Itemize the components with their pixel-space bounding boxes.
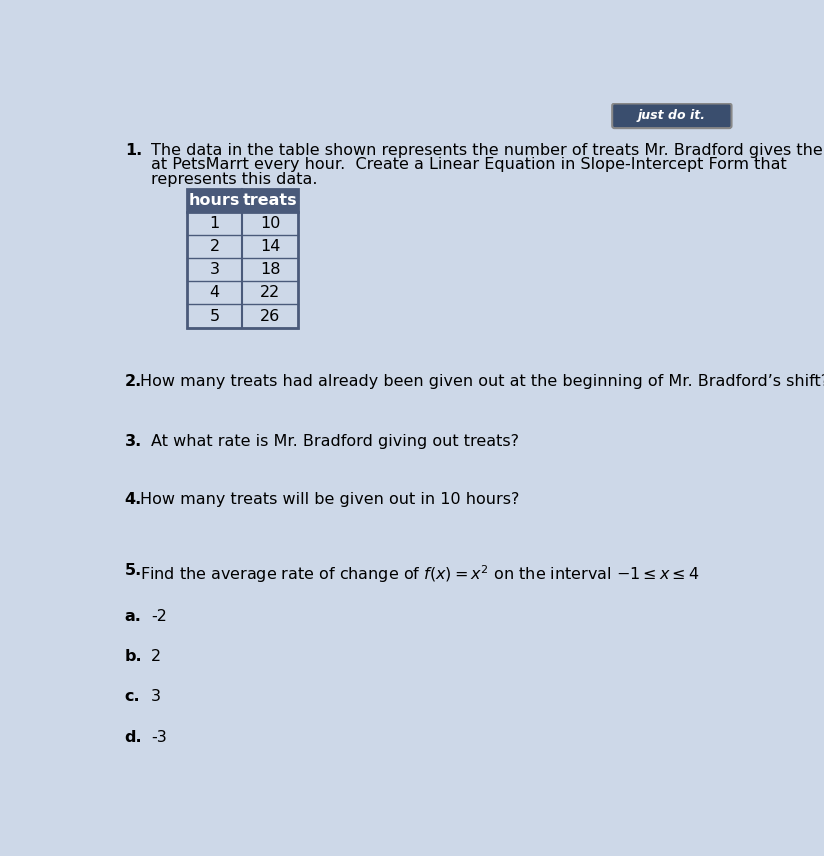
- Text: 22: 22: [260, 285, 280, 300]
- Text: 3: 3: [151, 689, 161, 704]
- Bar: [187, 212, 298, 235]
- Text: 4.: 4.: [124, 491, 142, 507]
- Text: 3.: 3.: [124, 434, 142, 449]
- Text: d.: d.: [124, 729, 143, 745]
- Text: just do it.: just do it.: [638, 110, 706, 122]
- Bar: [187, 305, 298, 328]
- Bar: [187, 282, 298, 305]
- Bar: [187, 235, 298, 259]
- Text: 1.: 1.: [124, 143, 142, 158]
- Text: 26: 26: [260, 308, 280, 324]
- Text: 5: 5: [209, 308, 220, 324]
- Text: represents this data.: represents this data.: [151, 172, 317, 187]
- Bar: [187, 189, 298, 328]
- Text: 3: 3: [209, 262, 220, 277]
- Bar: [187, 259, 298, 282]
- Text: a.: a.: [124, 609, 142, 624]
- Text: -3: -3: [151, 729, 166, 745]
- Text: treats: treats: [243, 193, 297, 208]
- Text: 14: 14: [260, 239, 281, 254]
- Text: 2: 2: [151, 650, 162, 664]
- Text: at PetsMarrt every hour.  Create a Linear Equation in Slope-Intercept Form that: at PetsMarrt every hour. Create a Linear…: [151, 158, 787, 172]
- Text: c.: c.: [124, 689, 140, 704]
- Text: 2: 2: [209, 239, 220, 254]
- Text: hours: hours: [189, 193, 241, 208]
- Text: 4: 4: [209, 285, 220, 300]
- Text: Find the average rate of change of $f(x) = x^2$ on the interval $-1 \leq x \leq : Find the average rate of change of $f(x)…: [140, 563, 700, 585]
- Text: At what rate is Mr. Bradford giving out treats?: At what rate is Mr. Bradford giving out …: [151, 434, 519, 449]
- Text: -2: -2: [151, 609, 167, 624]
- Bar: [187, 189, 298, 212]
- Text: 18: 18: [260, 262, 281, 277]
- Text: The data in the table shown represents the number of treats Mr. Bradford gives t: The data in the table shown represents t…: [151, 143, 824, 158]
- Text: How many treats had already been given out at the beginning of Mr. Bradford’s sh: How many treats had already been given o…: [140, 374, 824, 389]
- Text: 1: 1: [209, 216, 220, 231]
- Text: 10: 10: [260, 216, 281, 231]
- Text: b.: b.: [124, 650, 143, 664]
- Text: 5.: 5.: [124, 563, 142, 578]
- Text: How many treats will be given out in 10 hours?: How many treats will be given out in 10 …: [140, 491, 520, 507]
- Text: 2.: 2.: [124, 374, 142, 389]
- FancyBboxPatch shape: [612, 104, 732, 128]
